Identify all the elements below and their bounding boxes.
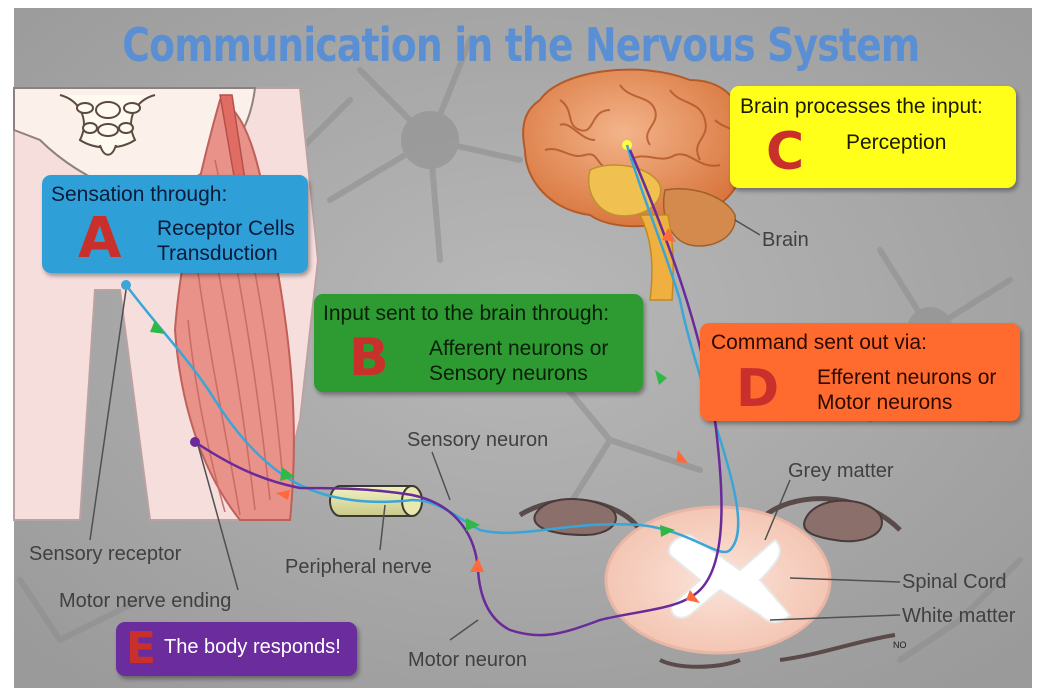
grey-matter-shape xyxy=(667,533,792,624)
box-b-input: Input sent to the brain through: B Affer… xyxy=(314,294,643,392)
label-peripheral-nerve: Peripheral nerve xyxy=(285,556,432,578)
sensory-receptor-dot xyxy=(121,280,131,290)
box-c-perception: Brain processes the input: C Perception xyxy=(730,86,1016,188)
artist-mark: NO xyxy=(893,640,907,650)
box-a-line-2: Transduction xyxy=(157,242,278,265)
box-d-heading: Command sent out via: xyxy=(711,331,927,354)
box-a-line-1: Receptor Cells xyxy=(157,217,295,240)
box-b-line-2: Sensory neurons xyxy=(429,362,588,385)
label-white-matter: White matter xyxy=(902,605,1016,627)
spinal-cord-cross-section xyxy=(518,496,902,669)
label-grey-matter: Grey matter xyxy=(788,460,894,482)
box-e-text: The body responds! xyxy=(164,636,341,658)
sensory-pathway xyxy=(125,144,740,554)
leader-lines xyxy=(89,219,901,641)
box-d-line-2: Motor neurons xyxy=(817,391,953,414)
dorsal-root-ganglion-right xyxy=(803,499,883,543)
box-b-heading: Input sent to the brain through: xyxy=(323,302,610,325)
box-c-heading: Brain processes the input: xyxy=(740,95,983,118)
label-sensory-neuron: Sensory neuron xyxy=(407,429,549,451)
box-e-letter: E xyxy=(126,623,157,674)
box-a-letter: A xyxy=(78,206,122,271)
leg-illustration xyxy=(13,87,320,521)
pelvis-bones xyxy=(59,94,156,156)
box-d-command: Command sent out via: D Efferent neurons… xyxy=(700,323,1020,421)
box-e-response: E The body responds! xyxy=(116,622,357,676)
motor-nerve-ending-dot xyxy=(190,437,200,447)
label-sensory-receptor: Sensory receptor xyxy=(29,543,182,565)
brain-illustration xyxy=(522,68,747,301)
box-c-line-1: Perception xyxy=(846,131,947,154)
box-a-sensation: Sensation through: A Receptor Cells Tran… xyxy=(42,175,308,273)
motor-arrows xyxy=(276,228,700,603)
box-c-letter: C xyxy=(766,122,805,182)
label-motor-neuron: Motor neuron xyxy=(408,649,527,671)
box-d-line-1: Efferent neurons or xyxy=(817,366,997,389)
box-b-line-1: Afferent neurons or xyxy=(429,337,609,360)
label-motor-nerve-ending: Motor nerve ending xyxy=(59,590,232,612)
box-b-letter: B xyxy=(349,328,389,388)
sensory-arrows xyxy=(150,320,675,537)
label-spinal-cord: Spinal Cord xyxy=(902,571,1007,593)
page-title: Communication in the Nervous System xyxy=(122,18,920,72)
box-d-letter: D xyxy=(736,359,780,419)
label-brain: Brain xyxy=(762,229,809,251)
box-a-heading: Sensation through: xyxy=(51,183,228,206)
